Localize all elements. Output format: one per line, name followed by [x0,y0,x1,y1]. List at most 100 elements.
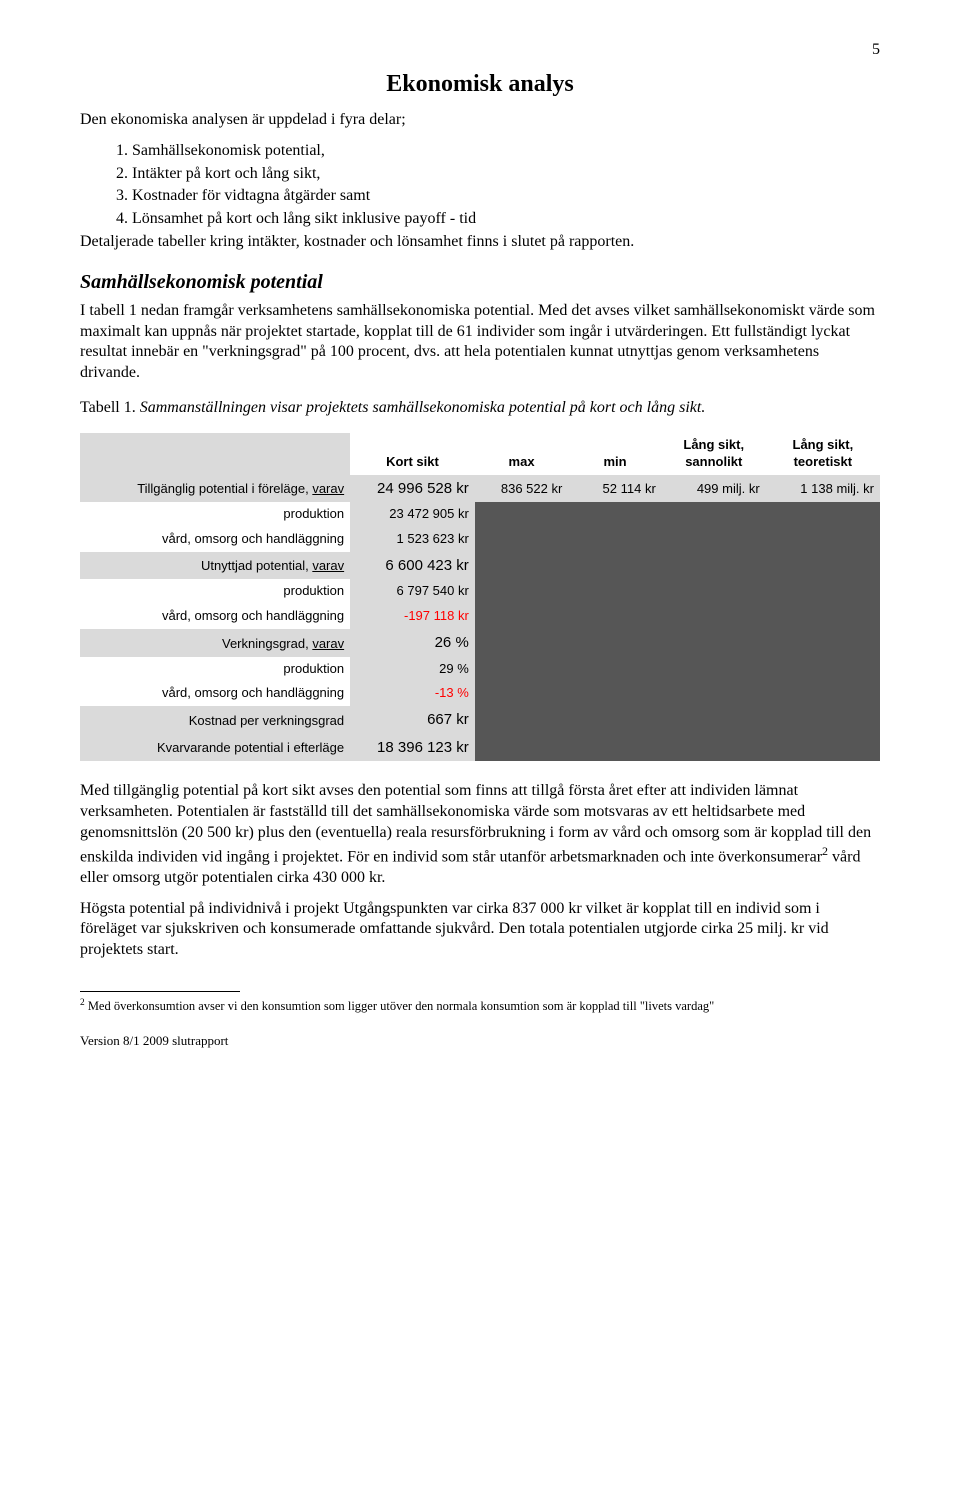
cell-teoretiskt [766,629,880,657]
footnote-separator [80,991,240,992]
cell-max [475,502,569,527]
row-label: Utnyttjad potential, varav [80,552,350,580]
table-row: Kostnad per verkningsgrad667 kr [80,706,880,734]
table-row: vård, omsorg och handläggning-13 % [80,681,880,706]
row-label: Verkningsgrad, varav [80,629,350,657]
table-row: Kvarvarande potential i efterläge18 396 … [80,734,880,762]
cell-min [568,734,662,762]
cell-teoretiskt [766,604,880,629]
cell-kort: 6 600 423 kr [350,552,475,580]
table-header-row: Kort sikt max min Lång sikt,sannolikt Lå… [80,433,880,475]
cell-min [568,604,662,629]
table-row: vård, omsorg och handläggning-197 118 kr [80,604,880,629]
header-min: min [568,433,662,475]
table-row: Tillgänglig potential i föreläge, varav2… [80,475,880,503]
row-label: produktion [80,657,350,682]
header-max: max [475,433,569,475]
cell-max [475,579,569,604]
version-text: Version 8/1 2009 slutrapport [80,1033,880,1050]
cell-sannolikt [662,527,766,552]
cell-min [568,629,662,657]
row-label: produktion [80,579,350,604]
header-kort: Kort sikt [350,433,475,475]
cell-max [475,681,569,706]
cell-kort: -197 118 kr [350,604,475,629]
row-label: vård, omsorg och handläggning [80,604,350,629]
row-label: Kvarvarande potential i efterläge [80,734,350,762]
cell-sannolikt [662,657,766,682]
cell-sannolikt: 499 milj. kr [662,475,766,503]
header-sannolikt: Lång sikt,sannolikt [662,433,766,475]
cell-teoretiskt: 1 138 milj. kr [766,475,880,503]
cell-max [475,734,569,762]
cell-teoretiskt [766,527,880,552]
intro-list-item: 1. Samhällsekonomisk potential, [116,141,880,162]
cell-kort: 29 % [350,657,475,682]
cell-teoretiskt [766,579,880,604]
intro-lead: Den ekonomiska analysen är uppdelad i fy… [80,110,880,131]
cell-min [568,527,662,552]
footnote: 2 Med överkonsumtion avser vi den konsum… [80,998,880,1015]
cell-min [568,579,662,604]
cell-kort: 667 kr [350,706,475,734]
cell-kort: 1 523 623 kr [350,527,475,552]
cell-min [568,552,662,580]
row-label: Tillgänglig potential i föreläge, varav [80,475,350,503]
cell-min [568,706,662,734]
row-label: vård, omsorg och handläggning [80,681,350,706]
cell-max [475,706,569,734]
cell-teoretiskt [766,706,880,734]
cell-sannolikt [662,502,766,527]
cell-sannolikt [662,604,766,629]
cell-teoretiskt [766,657,880,682]
table-row: vård, omsorg och handläggning1 523 623 k… [80,527,880,552]
cell-min [568,502,662,527]
cell-sannolikt [662,734,766,762]
intro-list-item: 4. Lönsamhet på kort och lång sikt inklu… [116,209,880,230]
page-title: Ekonomisk analys [80,69,880,100]
cell-sannolikt [662,579,766,604]
cell-max: 836 522 kr [475,475,569,503]
cell-sannolikt [662,681,766,706]
intro-after: Detaljerade tabeller kring intäkter, kos… [80,232,880,253]
intro-list-item: 3. Kostnader för vidtagna åtgärder samt [116,186,880,207]
cell-kort: 26 % [350,629,475,657]
table-row: produktion23 472 905 kr [80,502,880,527]
after-table-p2: Högsta potential på individnivå i projek… [80,899,880,961]
table-row: produktion29 % [80,657,880,682]
cell-max [475,527,569,552]
cell-max [475,629,569,657]
cell-min [568,657,662,682]
cell-teoretiskt [766,734,880,762]
cell-kort: 23 472 905 kr [350,502,475,527]
cell-max [475,657,569,682]
cell-kort: -13 % [350,681,475,706]
cell-teoretiskt [766,502,880,527]
cell-min: 52 114 kr [568,475,662,503]
intro-list-item: 2. Intäkter på kort och lång sikt, [116,164,880,185]
cell-min [568,681,662,706]
row-label: vård, omsorg och handläggning [80,527,350,552]
cell-sannolikt [662,706,766,734]
table-row: Verkningsgrad, varav26 % [80,629,880,657]
cell-kort: 6 797 540 kr [350,579,475,604]
potential-table: Kort sikt max min Lång sikt,sannolikt Lå… [80,433,880,762]
cell-max [475,604,569,629]
cell-teoretiskt [766,552,880,580]
table-caption: Tabell 1. Sammanställningen visar projek… [80,398,880,419]
cell-kort: 24 996 528 kr [350,475,475,503]
row-label: Kostnad per verkningsgrad [80,706,350,734]
after-table-p1: Med tillgänglig potential på kort sikt a… [80,781,880,888]
caption-label: Tabell 1. [80,399,140,416]
page-number: 5 [80,40,880,61]
cell-sannolikt [662,629,766,657]
caption-text: Sammanställningen visar projektets samhä… [140,399,706,416]
cell-sannolikt [662,552,766,580]
section-body: I tabell 1 nedan framgår verksamhetens s… [80,301,880,384]
header-blank [80,433,350,475]
header-teoretiskt: Lång sikt,teoretiskt [766,433,880,475]
table-row: Utnyttjad potential, varav6 600 423 kr [80,552,880,580]
cell-teoretiskt [766,681,880,706]
table-row: produktion6 797 540 kr [80,579,880,604]
section-heading: Samhällsekonomisk potential [80,269,880,295]
